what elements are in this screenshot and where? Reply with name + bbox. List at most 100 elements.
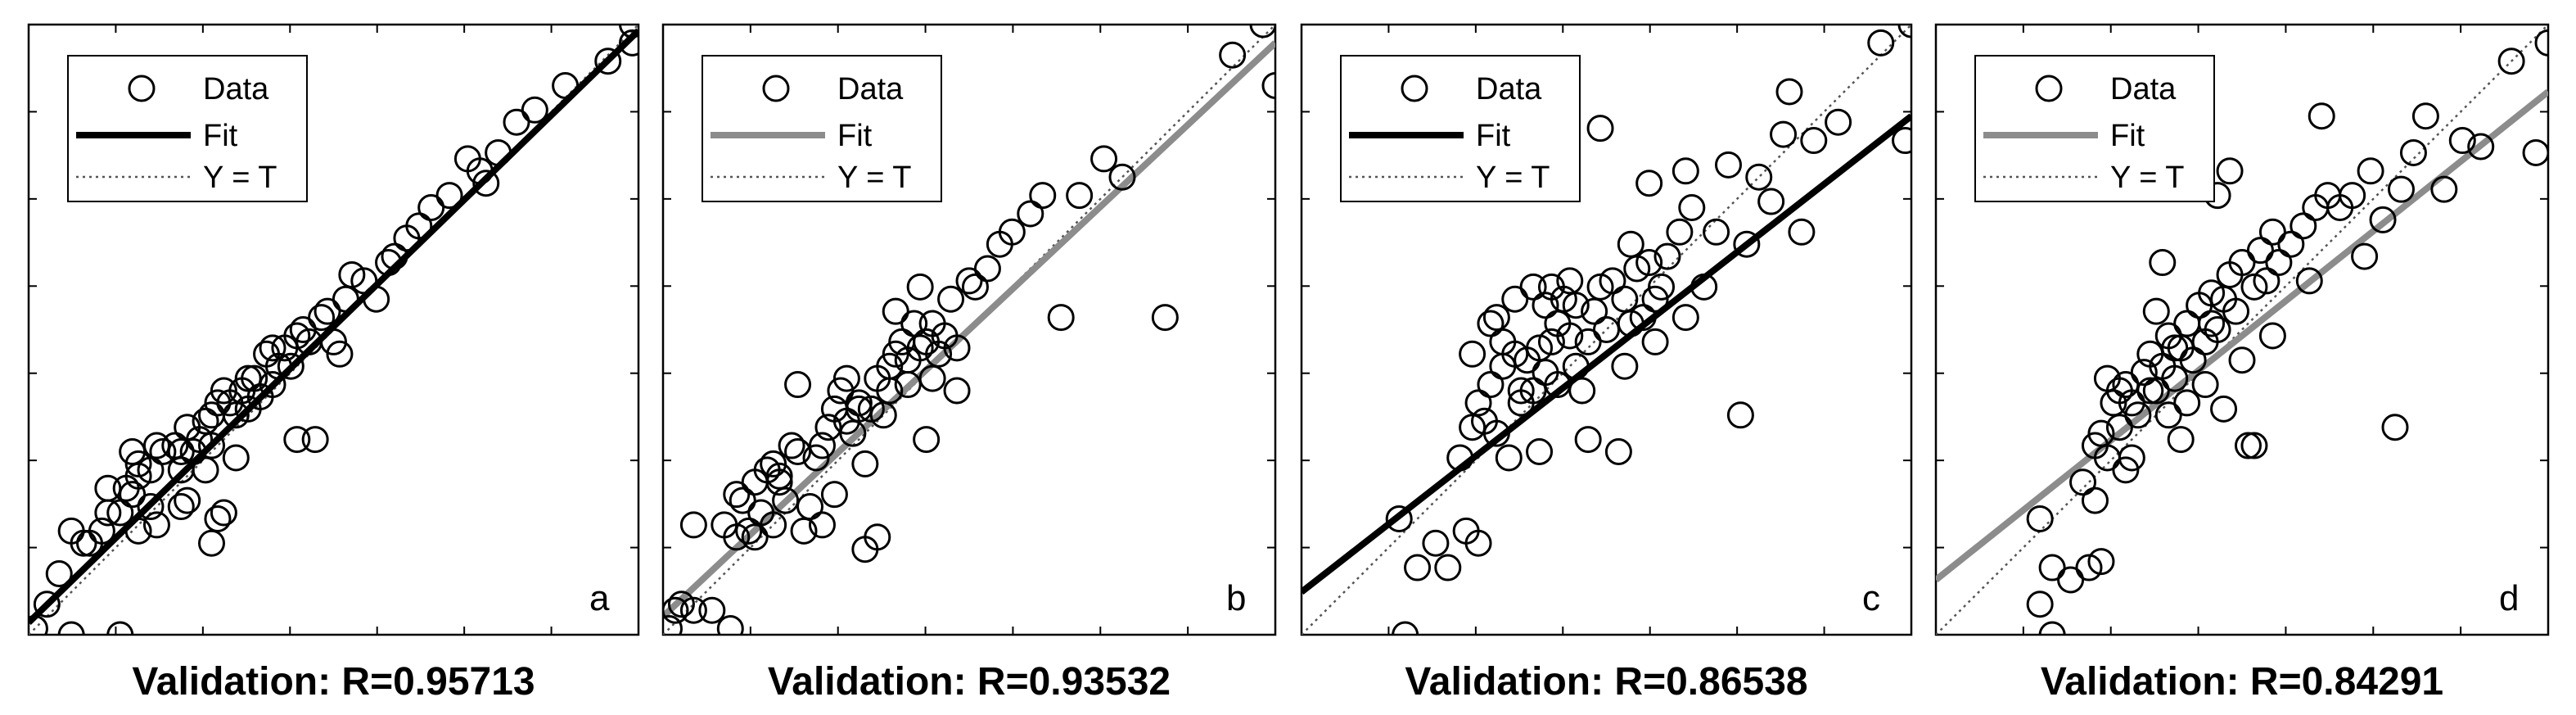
data-point — [1617, 310, 1644, 337]
data-point — [149, 438, 177, 465]
data-point — [1151, 304, 1179, 332]
data-point — [851, 450, 879, 477]
data-point — [882, 297, 909, 325]
legend: Data Fit Y = T — [702, 55, 942, 202]
data-point — [2467, 133, 2495, 161]
data-point — [2351, 242, 2379, 270]
data-point — [2038, 554, 2066, 582]
data-point — [1593, 316, 1620, 343]
data-point — [913, 426, 941, 454]
panel-letter: d — [2499, 578, 2519, 618]
data-point — [521, 96, 548, 124]
data-point — [2191, 371, 2219, 399]
data-point — [198, 529, 225, 557]
data-point — [2204, 316, 2231, 343]
chart-panel-b: Data Fit Y = T b Validation: R=0.93532 — [661, 23, 1277, 704]
data-point — [2118, 444, 2145, 472]
data-point — [723, 523, 751, 551]
data-point — [1464, 529, 1492, 557]
data-point — [2277, 230, 2305, 258]
data-point — [1671, 304, 1699, 332]
data-point — [894, 371, 922, 399]
data-point — [1641, 285, 1669, 313]
data-point — [259, 334, 286, 362]
data-point — [29, 615, 48, 635]
data-point — [857, 395, 885, 423]
data-point — [417, 194, 445, 221]
data-point — [832, 364, 860, 392]
data-point — [2228, 249, 2256, 277]
data-point — [2081, 486, 2109, 514]
data-point — [2308, 102, 2335, 130]
data-point — [778, 432, 805, 459]
data-point — [45, 560, 73, 587]
data-point — [485, 138, 512, 166]
data-point — [1690, 273, 1718, 301]
legend-data-marker — [762, 75, 790, 102]
legend-data-label: Data — [837, 72, 904, 106]
data-point — [2357, 157, 2384, 185]
data-point — [729, 486, 756, 514]
data-point — [998, 218, 1026, 246]
data-point — [814, 414, 842, 441]
data-point — [663, 596, 689, 624]
chart-panel-a: Data Fit Y = T a Validation: R=0.95713 — [27, 23, 640, 704]
data-point — [1047, 304, 1075, 332]
data-point — [1867, 29, 1895, 57]
data-point — [753, 456, 781, 484]
data-point — [1586, 273, 1614, 301]
data-point — [882, 340, 909, 368]
data-point — [1446, 444, 1474, 472]
data-point — [2057, 566, 2085, 594]
panel-caption: Validation: R=0.84291 — [2041, 660, 2443, 704]
data-point — [943, 377, 971, 405]
plot-area — [663, 25, 1275, 635]
data-point — [1090, 145, 1118, 173]
data-point — [1532, 292, 1559, 319]
fit-line — [29, 28, 638, 625]
data-point — [2100, 389, 2127, 417]
data-point — [503, 108, 530, 136]
data-point — [1537, 273, 1565, 301]
data-point — [1775, 78, 1803, 106]
legend-data-marker — [2035, 75, 2063, 102]
data-point — [137, 456, 165, 484]
data-point — [2161, 334, 2189, 362]
data-point — [2216, 157, 2244, 185]
data-point — [2339, 182, 2366, 210]
data-point — [1489, 328, 1517, 355]
data-point — [2369, 206, 2397, 233]
data-point — [204, 389, 232, 417]
data-point — [94, 474, 122, 502]
data-point — [961, 273, 989, 301]
panel-letter: a — [589, 578, 610, 618]
legend-data-marker — [1401, 75, 1428, 102]
data-point — [2258, 322, 2286, 350]
data-point — [1501, 285, 1529, 313]
data-point — [1745, 163, 1773, 191]
data-point — [906, 334, 934, 362]
fit-line — [1936, 88, 2548, 583]
data-point — [405, 212, 433, 240]
legend-identity-label: Y = T — [1476, 161, 1550, 195]
data-point — [167, 493, 195, 521]
legend-fit-label: Fit — [1476, 119, 1511, 153]
data-point — [784, 371, 812, 399]
data-point — [619, 29, 638, 57]
data-point — [1611, 285, 1639, 313]
data-point — [2173, 389, 2201, 417]
data-point — [2142, 377, 2170, 405]
data-point — [2087, 548, 2115, 576]
data-point — [943, 334, 971, 362]
data-point — [124, 517, 152, 545]
data-point — [210, 499, 237, 527]
data-point — [88, 517, 115, 545]
data-point — [619, 25, 638, 38]
data-point — [2161, 364, 2189, 392]
data-point — [1586, 115, 1614, 143]
data-point — [2295, 267, 2323, 295]
data-point — [204, 505, 232, 532]
data-point — [1556, 267, 1584, 295]
data-point — [1464, 389, 1492, 417]
data-point — [1029, 182, 1057, 210]
